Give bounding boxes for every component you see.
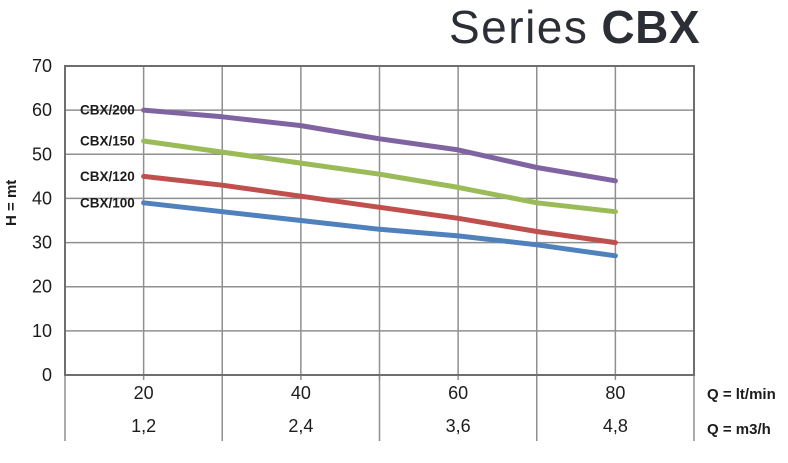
y-tick-label: 70 <box>32 56 52 76</box>
plot-border <box>64 65 695 376</box>
y-tick-label: 0 <box>42 365 52 385</box>
x-tick-label-m3h: 4,8 <box>603 416 628 436</box>
title-series-text: Series <box>448 1 589 53</box>
curve-cbx-200 <box>141 107 618 184</box>
x-unit-label-m3h: Q = m3/h <box>707 421 771 438</box>
curve-label-cbx-120: CBX/120 <box>80 169 135 184</box>
x-tick-label-m3h: 1,2 <box>131 416 156 436</box>
x-tick-label-ltmin: 40 <box>291 383 311 403</box>
y-tick-label: 10 <box>32 321 52 341</box>
x-tick-label-ltmin: 20 <box>134 383 154 403</box>
curve-label-cbx-150: CBX/150 <box>80 134 135 149</box>
x-tick-label-m3h: 2,4 <box>288 416 313 436</box>
curve-cbx-100 <box>141 200 618 259</box>
x-unit-label-ltmin: Q = lt/min <box>707 386 776 403</box>
y-axis-title: H = mt <box>3 180 20 226</box>
y-tick-label: 30 <box>32 233 52 253</box>
y-tick-label: 20 <box>32 277 52 297</box>
curve-cbx-120 <box>141 173 618 246</box>
y-tick-label: 40 <box>32 188 52 208</box>
x-tick-label-m3h: 3,6 <box>446 416 471 436</box>
curve-label-cbx-200: CBX/200 <box>80 103 135 118</box>
x-tick-label-ltmin: 80 <box>605 383 625 403</box>
x-tick-label-ltmin: 60 <box>448 383 468 403</box>
curve-cbx-150 <box>141 138 618 215</box>
curve-label-cbx-100: CBX/100 <box>80 195 135 210</box>
page-title: Series CBX <box>449 1 700 54</box>
y-tick-label: 50 <box>32 144 52 164</box>
y-tick-label: 60 <box>32 100 52 120</box>
title-model-text: CBX <box>601 1 700 53</box>
